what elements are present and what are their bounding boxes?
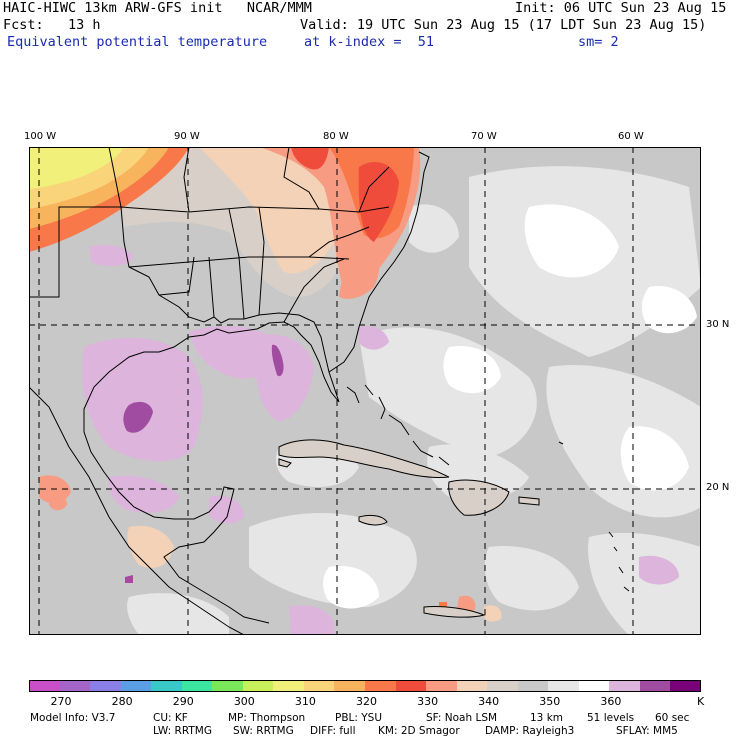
lon-label-90w: 90 W bbox=[174, 131, 200, 142]
lat-label-30n: 30 N bbox=[706, 319, 730, 330]
colorbar-cell bbox=[548, 681, 580, 692]
colorbar-cell bbox=[120, 681, 152, 692]
level-index: at k-index = 51 bbox=[304, 34, 435, 50]
colorbar-cell bbox=[395, 681, 427, 692]
colorbar-cell bbox=[273, 681, 305, 692]
colorbar-cell bbox=[151, 681, 183, 692]
colorbar-cell bbox=[578, 681, 610, 692]
bahamas-islands bbox=[346, 384, 630, 592]
colorbar-tick-label: K bbox=[697, 695, 705, 708]
model-info-pbl: PBL: YSU bbox=[335, 712, 383, 724]
hot-nw-corner bbox=[29, 147, 189, 252]
colorbar-cell bbox=[487, 681, 519, 692]
lat-label-20n: 20 N bbox=[706, 482, 730, 493]
colorbar-cell bbox=[303, 681, 335, 692]
colorbar-cell bbox=[365, 681, 397, 692]
model-info-cu: CU: KF bbox=[153, 712, 188, 724]
field-name: Equivalent potential temperature bbox=[7, 34, 268, 50]
colorbar-cell bbox=[29, 681, 61, 692]
colorbar-tick-label: 290 bbox=[172, 695, 194, 708]
model-info-damp: DAMP: Rayleigh3 bbox=[485, 725, 575, 737]
model-info-km: KM: 2D Smagor bbox=[378, 725, 460, 737]
warm-land-areas bbox=[39, 147, 502, 622]
colorbar-tick-label: 360 bbox=[600, 695, 622, 708]
colorbar-cell bbox=[90, 681, 122, 692]
coastlines bbox=[29, 147, 430, 635]
smoothing: sm= 2 bbox=[578, 34, 619, 50]
init-time: Init: 06 UTC Sun 23 Aug 15 bbox=[515, 0, 727, 16]
colorbar-cell bbox=[181, 681, 213, 692]
colorbar-tick-label: 340 bbox=[478, 695, 500, 708]
lon-label-70w: 70 W bbox=[471, 131, 497, 142]
colorbar-tick-label: 320 bbox=[356, 695, 377, 708]
model-info-timestep: 60 sec bbox=[655, 712, 690, 724]
colorbar-tick-label: 300 bbox=[233, 695, 255, 708]
lon-label-80w: 80 W bbox=[323, 131, 349, 142]
colorbar-cell bbox=[242, 681, 274, 692]
model-info-mp: MP: Thompson bbox=[228, 712, 306, 724]
model-title: HAIC-HIWC 13km ARW-GFS init NCAR/MMM bbox=[3, 0, 312, 16]
lon-label-60w: 60 W bbox=[618, 131, 644, 142]
model-info-lw: LW: RRTMG bbox=[153, 725, 212, 737]
colorbar-cell bbox=[212, 681, 244, 692]
model-info-levels: 51 levels bbox=[587, 712, 635, 724]
colorbar-cell bbox=[517, 681, 549, 692]
theta-e-map bbox=[29, 147, 701, 635]
lat-lon-grid bbox=[29, 147, 701, 635]
colorbar-tick-label: 280 bbox=[111, 695, 133, 708]
lon-label-100w: 100 W bbox=[24, 131, 57, 142]
model-info-diff: DIFF: full bbox=[310, 725, 356, 737]
colorbar-tick-label: 270 bbox=[50, 695, 72, 708]
colorbar-cell bbox=[456, 681, 488, 692]
colorbar-cell bbox=[639, 681, 671, 692]
colorbar-cell bbox=[426, 681, 458, 692]
colorbar-tick-label: 310 bbox=[294, 695, 316, 708]
colorbar-tick-label: 350 bbox=[539, 695, 561, 708]
colorbar-cell bbox=[670, 681, 702, 692]
model-info-sf: SF: Noah LSM bbox=[426, 712, 498, 724]
model-info-sw: SW: RRTMG bbox=[233, 725, 294, 737]
forecast-hour: Fcst: 13 h bbox=[3, 17, 101, 33]
colorbar-frame bbox=[29, 680, 701, 692]
light-purple-field-areas bbox=[81, 245, 679, 635]
purple-field-cores bbox=[123, 344, 284, 583]
model-info-sflay: SFLAY: MM5 bbox=[616, 725, 678, 737]
colorbar-cell bbox=[334, 681, 366, 692]
white-field-areas bbox=[323, 204, 697, 609]
colorbar-cell bbox=[59, 681, 91, 692]
valid-time: Valid: 19 UTC Sun 23 Aug 15 (17 LDT Sun … bbox=[300, 17, 707, 33]
map-frame bbox=[29, 147, 701, 635]
model-info-res: 13 km bbox=[530, 712, 564, 724]
colorbar-cell bbox=[609, 681, 641, 692]
colorbar-tick-label: 330 bbox=[417, 695, 439, 708]
model-info-version: Model Info: V3.7 bbox=[30, 712, 116, 724]
